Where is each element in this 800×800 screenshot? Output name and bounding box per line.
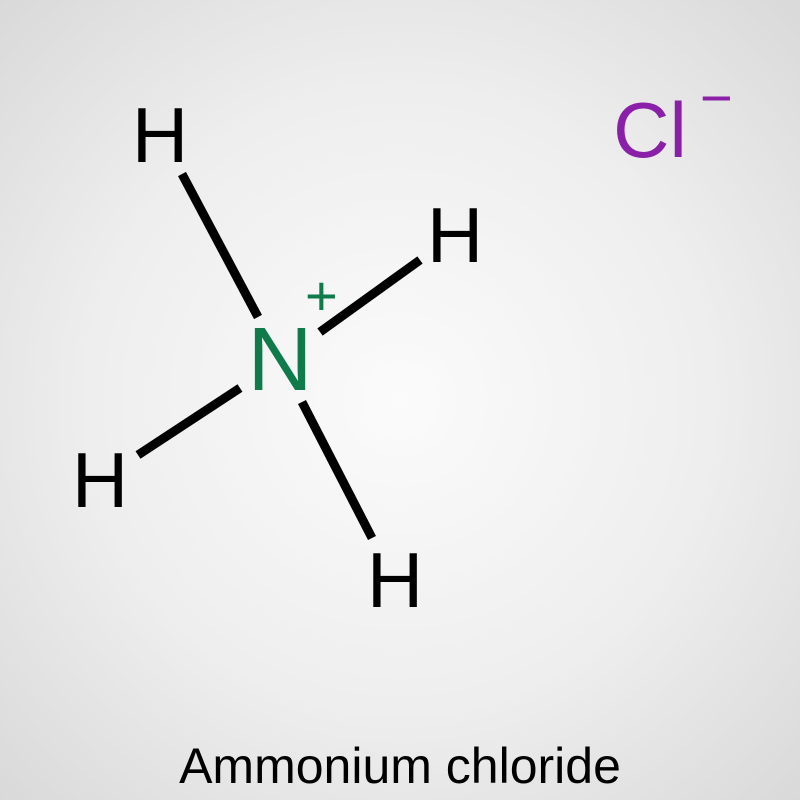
bond-n-h1 [182,174,258,317]
molecule-canvas: N H H H H Cl + − Ammonium chloride [0,0,800,800]
atom-h2: H [427,196,483,274]
charge-cl-minus: − [700,70,733,126]
atom-h1: H [132,96,188,174]
charge-n-plus: + [305,268,338,324]
atom-h4: H [367,541,423,619]
bond-n-h3 [138,388,240,455]
atom-h3: H [72,441,128,519]
compound-name: Ammonium chloride [0,737,800,795]
atom-chlorine: Cl [613,91,687,169]
bond-n-h4 [302,402,372,538]
atom-nitrogen: N [248,315,313,405]
